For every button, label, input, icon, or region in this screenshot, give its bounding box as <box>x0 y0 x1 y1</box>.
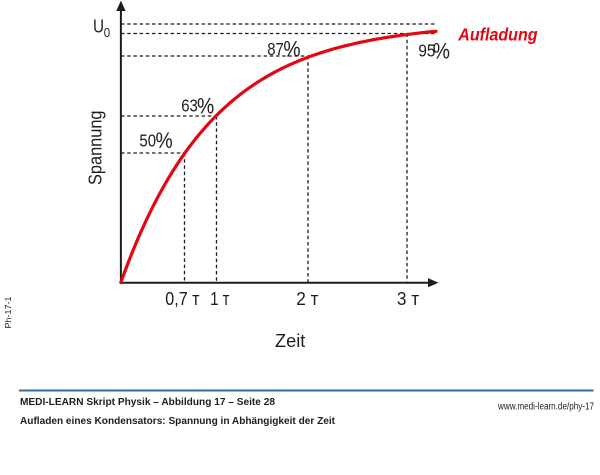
svg-text:MEDI-LEARN Skript Physik – Abb: MEDI-LEARN Skript Physik – Abbildung 17 … <box>20 397 275 408</box>
svg-text:63: 63 <box>181 96 198 116</box>
svg-text:95: 95 <box>418 40 435 60</box>
svg-text:Zeit: Zeit <box>275 331 305 351</box>
svg-text:Spannung: Spannung <box>84 111 105 186</box>
svg-text:%: % <box>283 37 300 62</box>
svg-text:%: % <box>433 38 450 63</box>
svg-text:%: % <box>197 94 214 119</box>
svg-text:2 т: 2 т <box>296 289 318 309</box>
svg-text:%: % <box>156 128 173 153</box>
svg-text:0: 0 <box>104 26 110 40</box>
svg-text:3 т: 3 т <box>397 289 419 309</box>
svg-text:50: 50 <box>139 131 156 151</box>
svg-text:87: 87 <box>267 39 284 59</box>
svg-text:Ph-17-1: Ph-17-1 <box>3 296 13 328</box>
svg-text:1 т: 1 т <box>210 289 229 309</box>
svg-text:U: U <box>93 17 104 37</box>
svg-text:Aufladen eines Kondensators: S: Aufladen eines Kondensators: Spannung in… <box>20 416 336 427</box>
svg-text:Aufladung: Aufladung <box>457 25 538 45</box>
svg-text:www.medi-learn.de/phy-17: www.medi-learn.de/phy-17 <box>497 402 594 413</box>
svg-text:0,7 т: 0,7 т <box>165 289 199 309</box>
